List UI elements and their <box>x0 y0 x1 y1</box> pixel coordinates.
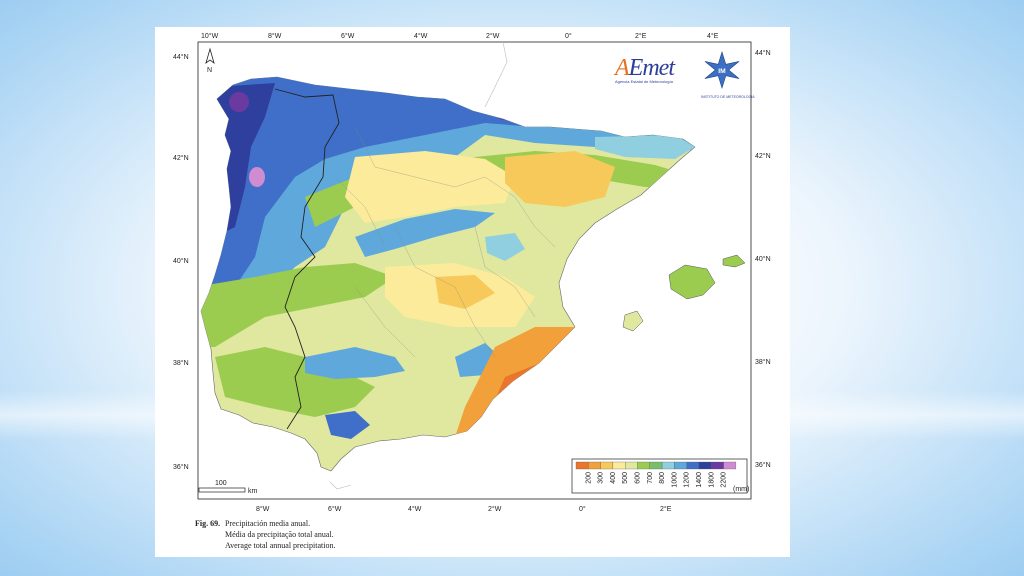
legend-swatch <box>600 461 614 470</box>
lon-label: 8°W <box>256 505 270 513</box>
legend-swatch <box>698 461 712 470</box>
lon-label: 4°W <box>414 32 428 40</box>
scale-bar: 100 km <box>198 480 258 495</box>
legend-swatch <box>575 461 589 470</box>
precipitation-legend: 200 300 400 500 600 700 800 1000 1200 1400 1800 220… <box>571 458 749 494</box>
caption-en: Average total annual precipitation. <box>225 541 336 550</box>
right-latitude-labels: 44°N 42°N 40°N 38°N 36°N <box>755 49 771 469</box>
lat-label: 42°N <box>173 154 189 162</box>
ipma-subtitle: INSTITUTO DE METEOROLOGIA <box>701 95 755 99</box>
lat-label: 44°N <box>173 53 189 61</box>
legend-value: 1200 <box>684 472 691 488</box>
portugal-border <box>274 88 340 430</box>
north-arrow-icon: N <box>205 47 215 74</box>
lat-label: 40°N <box>173 257 189 265</box>
france-coast <box>484 41 508 108</box>
north-label: N <box>207 67 212 74</box>
caption-pt: Média da precipitação total anual. <box>225 530 334 539</box>
legend-swatch <box>723 461 737 470</box>
figure-caption: Fig. 69. Precipitación media anual. Média… <box>195 518 335 551</box>
legend-value: 500 <box>622 472 629 484</box>
lon-label: 8°W <box>268 32 282 40</box>
lat-label: 38°N <box>755 358 771 366</box>
lon-label: 2°W <box>488 505 502 513</box>
legend-swatch <box>686 461 700 470</box>
legend-value: 400 <box>610 472 617 484</box>
africa-coast <box>329 481 352 490</box>
scale-value: 100 <box>215 480 227 487</box>
lon-label: 2°W <box>486 32 500 40</box>
very-wet-zone <box>201 77 535 297</box>
legend-swatch <box>661 461 675 470</box>
lat-label: 42°N <box>755 152 771 160</box>
legend-value: 700 <box>647 472 654 484</box>
legend-swatch <box>649 461 663 470</box>
lat-label: 44°N <box>755 49 771 57</box>
grazalema <box>325 411 370 439</box>
lat-label: 36°N <box>173 463 189 471</box>
legend-swatch <box>625 461 638 470</box>
lon-label: 2°E <box>635 32 647 40</box>
bottom-longitude-labels: 8°W 6°W 4°W 2°W 0° 2°E <box>256 505 672 513</box>
lon-label: 4°E <box>707 32 719 40</box>
legend-value: 200 <box>585 472 592 484</box>
green-band-center <box>201 263 395 347</box>
top-longitude-labels: 10°W 8°W 6°W 4°W 2°W 0° 2°E 4°E <box>201 32 719 40</box>
lon-label: 6°W <box>328 505 342 513</box>
ibiza <box>622 310 644 332</box>
lon-label: 0° <box>565 32 572 40</box>
aemet-subtitle: Agencia Estatal de Meteorología <box>615 79 673 84</box>
precipitation-map: 10°W 8°W 6°W 4°W 2°W 0° 2°E 4°E 8°W 6°W … <box>173 32 771 513</box>
lon-label: 4°W <box>408 505 422 513</box>
legend-swatch <box>588 461 601 470</box>
lat-label: 38°N <box>173 359 189 367</box>
legend-value: 600 <box>635 472 642 484</box>
legend-value: 2200 <box>721 472 728 488</box>
pink-spot <box>249 167 265 187</box>
sierra-morena <box>305 347 405 379</box>
duero-basin <box>345 151 515 223</box>
province-lines <box>334 126 556 358</box>
lon-label: 6°W <box>341 32 355 40</box>
lat-label: 40°N <box>755 255 771 263</box>
iberian-peninsula <box>200 76 696 472</box>
iberico-range <box>485 233 525 261</box>
lat-label: 36°N <box>755 461 771 469</box>
map-figure: 10°W 8°W 6°W 4°W 2°W 0° 2°E 4°E 8°W 6°W … <box>155 27 790 557</box>
mallorca <box>668 264 716 300</box>
sistema-central <box>355 209 495 257</box>
scale-unit: km <box>248 488 258 495</box>
legend-unit: (mm) <box>733 486 749 493</box>
caption-es: Precipitación media anual. <box>225 519 311 528</box>
balearic-islands <box>622 254 746 332</box>
lon-label: 2°E <box>660 505 672 513</box>
aemet-logo: AEmet Agencia Estatal de Meteorología <box>615 55 675 84</box>
ebro-basin <box>505 151 615 207</box>
lon-label: 10°W <box>201 32 219 40</box>
menorca <box>722 254 746 268</box>
legend-swatch <box>637 461 650 470</box>
legend-value: 1000 <box>671 472 678 488</box>
mancha-dry <box>435 275 495 309</box>
pyrenees-east <box>595 135 695 159</box>
legend-value: 300 <box>598 472 605 484</box>
legend-value: 1400 <box>696 472 703 488</box>
legend-swatch <box>674 461 687 470</box>
legend-swatch <box>612 461 626 470</box>
ipma-star-icon: IM <box>704 51 740 89</box>
figure-number: Fig. 69. <box>195 519 221 528</box>
aemet-initial: A <box>615 55 630 81</box>
purple-spot-1 <box>229 92 249 112</box>
green-band-south <box>215 347 375 417</box>
legend-swatch <box>711 461 724 470</box>
legend-value: 1800 <box>708 472 715 488</box>
legend-value: 800 <box>659 472 666 484</box>
aemet-word: Emet <box>628 55 675 81</box>
left-latitude-labels: 44°N 42°N 40°N 38°N 36°N <box>173 53 189 471</box>
lon-label: 0° <box>579 505 586 513</box>
ipma-mark: IM <box>718 68 726 75</box>
